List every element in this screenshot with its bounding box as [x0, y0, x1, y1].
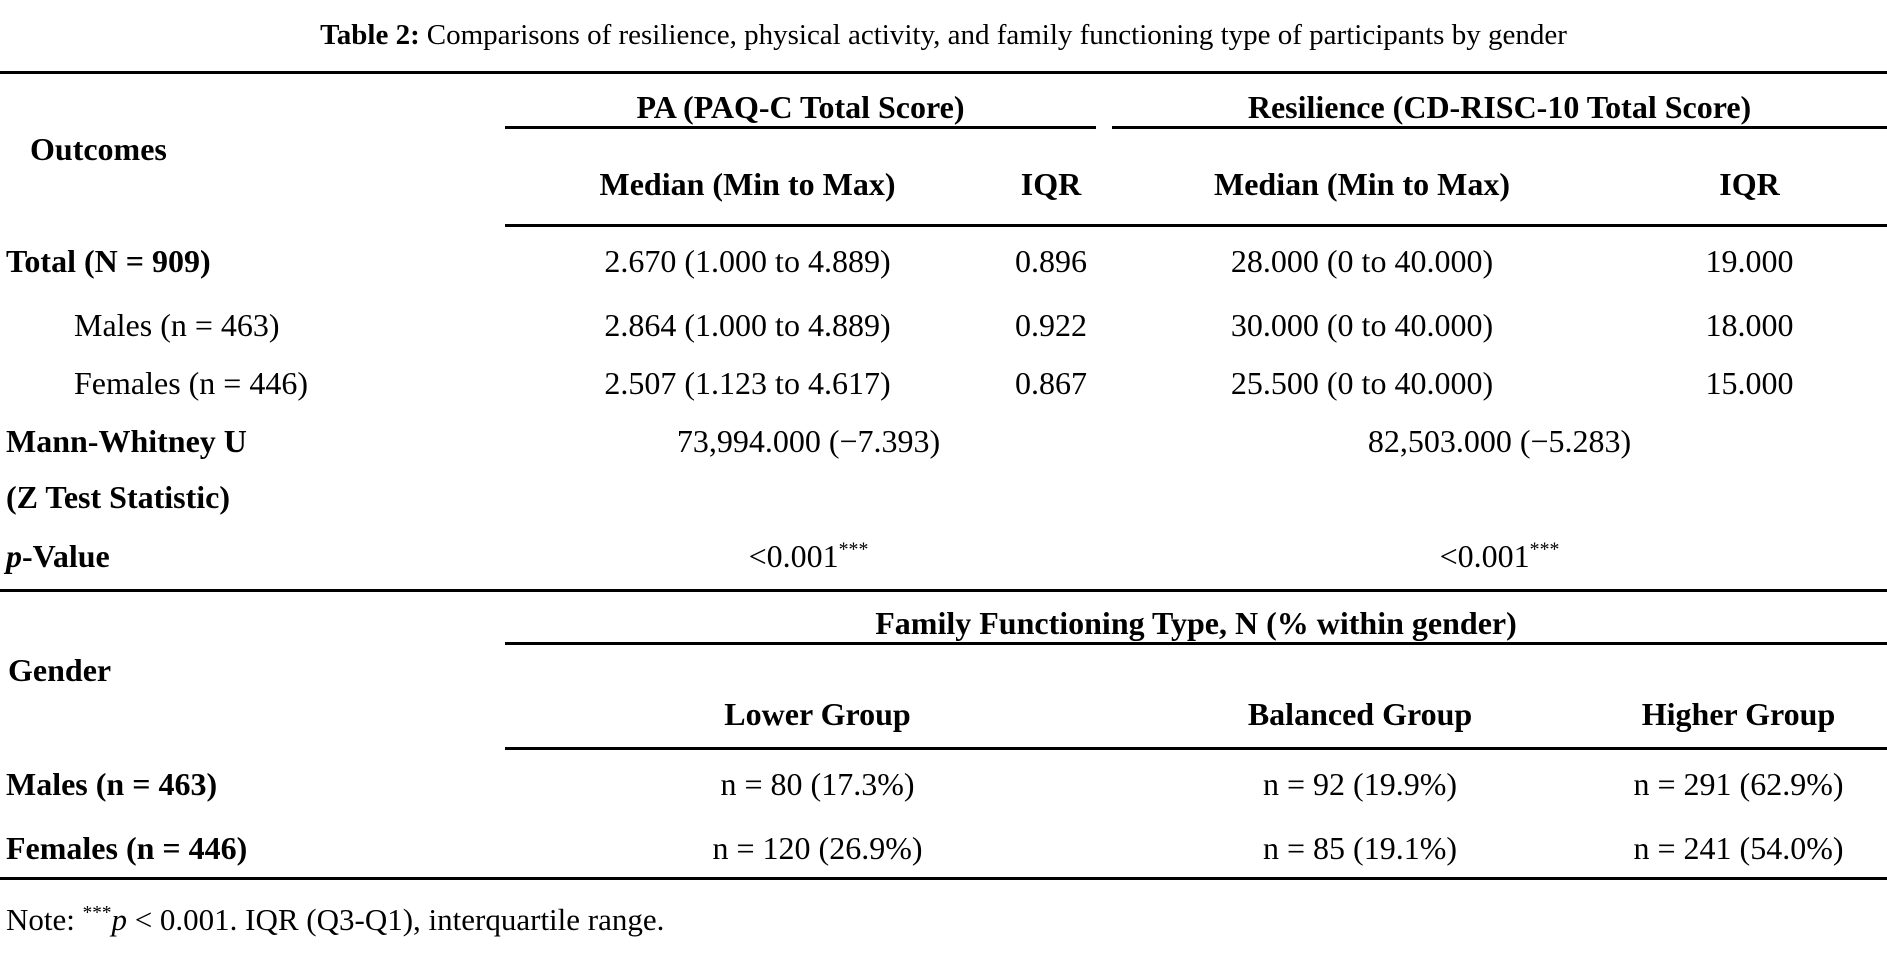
row-label-gender-males: Males (n = 463)	[6, 765, 218, 802]
significance-stars: ***	[1529, 538, 1560, 561]
table-row-females: Females (n = 446) 2.507 (1.123 to 4.617)…	[0, 355, 1887, 413]
col-header-balanced-group: Balanced Group	[1130, 658, 1590, 750]
table-row-gender-females: Females (n = 446) n = 120 (26.9%) n = 85…	[0, 820, 1887, 880]
total-pa-median: 2.670 (1.000 to 4.889)	[604, 243, 891, 280]
outcomes-table: Outcomes PA (PAQ-C Total Score) Resilien…	[0, 71, 1887, 592]
p-italic: p	[6, 538, 22, 575]
p-value-res: <0.001***	[1112, 524, 1887, 592]
males-balanced-group: n = 92 (19.9%)	[1262, 766, 1457, 803]
table-caption-text: Comparisons of resilience, physical acti…	[426, 19, 1567, 51]
subheader-row-2: Lower Group Balanced Group Higher Group	[0, 658, 1887, 750]
group-header-pa-cell: PA (PAQ-C Total Score)	[505, 73, 1112, 145]
males-lower-group: n = 80 (17.3%)	[720, 766, 915, 803]
group-header-pa: PA (PAQ-C Total Score)	[505, 89, 1096, 130]
family-functioning-table: Gender Family Functioning Type, N (% wit…	[0, 592, 1887, 880]
females-higher-group: n = 241 (54.0%)	[1590, 820, 1887, 880]
group-header-family-functioning-cell: Family Functioning Type, N (% within gen…	[505, 592, 1887, 658]
footnote-prefix: Note:	[6, 901, 83, 937]
table-caption-number: Table 2:	[320, 19, 420, 51]
total-res-iqr: 19.000	[1705, 243, 1794, 280]
subheader-row: Median (Min to Max) IQR Median (Min to M…	[0, 144, 1887, 227]
males-higher-group: n = 291 (62.9%)	[1633, 766, 1844, 803]
females-lower-group: n = 120 (26.9%)	[505, 820, 1130, 880]
mann-whitney-pa-value: 73,994.000 (−7.393)	[676, 422, 941, 459]
table-caption: Table 2: Comparisons of resilience, phys…	[0, 0, 1887, 71]
table-row-mann-whitney: Mann-Whitney U 73,994.000 (−7.393) 82,50…	[0, 413, 1887, 470]
col-header-higher-group: Higher Group	[1590, 658, 1887, 750]
col-header-gender: Gender	[8, 651, 112, 688]
males-pa-iqr: 0.922	[1015, 307, 1087, 343]
row-label-females: Females (n = 446)	[74, 365, 308, 401]
females-balanced-group: n = 85 (19.1%)	[1130, 820, 1590, 880]
row-label-mann-whitney: Mann-Whitney U	[6, 422, 247, 459]
males-res-median: 30.000 (0 to 40.000)	[1230, 307, 1494, 343]
total-pa-iqr: 0.896	[1015, 243, 1087, 280]
group-header-family-functioning: Family Functioning Type, N (% within gen…	[505, 605, 1887, 645]
males-pa-median: 2.864 (1.000 to 4.889)	[604, 307, 891, 343]
mann-whitney-res-value: 82,503.000 (−5.283)	[1367, 422, 1632, 459]
males-res-iqr: 18.000	[1705, 307, 1794, 343]
col-header-res-iqr: IQR	[1612, 144, 1887, 227]
females-res-iqr: 15.000	[1705, 365, 1794, 401]
females-pa-median: 2.507 (1.123 to 4.617)	[604, 365, 891, 401]
group-header-row: Outcomes PA (PAQ-C Total Score) Resilien…	[0, 73, 1887, 167]
significance-stars: ***	[82, 902, 112, 924]
col-header-lower-group: Lower Group	[505, 658, 1130, 750]
table-row-total: Total (N = 909) 2.670 (1.000 to 4.889) 0…	[0, 226, 1887, 297]
table-row-z-statistic: (Z Test Statistic)	[0, 470, 1887, 525]
p-value-pa: <0.001***	[505, 524, 1112, 592]
row-label-gender-females: Females (n = 446)	[0, 820, 505, 880]
group-header-row-2: Gender Family Functioning Type, N (% wit…	[0, 592, 1887, 688]
row-label-total: Total (N = 909)	[6, 242, 211, 279]
col-header-pa-median: Median (Min to Max)	[505, 144, 990, 227]
significance-stars: ***	[838, 538, 869, 561]
group-header-resilience-cell: Resilience (CD-RISC-10 Total Score)	[1112, 73, 1887, 145]
table-row-gender-males: Males (n = 463) n = 80 (17.3%) n = 92 (1…	[0, 748, 1887, 820]
row-label-males: Males (n = 463)	[74, 307, 280, 343]
row-label-z-statistic: (Z Test Statistic)	[6, 478, 230, 515]
footnote-text: < 0.001. IQR (Q3-Q1), interquartile rang…	[126, 901, 665, 937]
table-row-males: Males (n = 463) 2.864 (1.000 to 4.889) 0…	[0, 297, 1887, 355]
group-header-resilience: Resilience (CD-RISC-10 Total Score)	[1112, 89, 1887, 130]
table-row-p-value: p-Value <0.001*** <0.001***	[0, 524, 1887, 592]
footnote-p-italic: p	[111, 901, 127, 937]
total-res-median: 28.000 (0 to 40.000)	[1230, 243, 1494, 280]
females-res-median: 25.500 (0 to 40.000)	[1230, 365, 1494, 401]
table-footnote: Note: ***p < 0.001. IQR (Q3-Q1), interqu…	[0, 902, 1887, 938]
females-pa-iqr: 0.867	[1015, 365, 1087, 401]
col-header-pa-iqr: IQR	[990, 144, 1112, 227]
col-header-outcomes: Outcomes	[30, 131, 167, 168]
col-header-res-median: Median (Min to Max)	[1112, 144, 1612, 227]
row-label-p-value: p-Value	[0, 524, 505, 592]
p-rest: -Value	[22, 538, 110, 575]
